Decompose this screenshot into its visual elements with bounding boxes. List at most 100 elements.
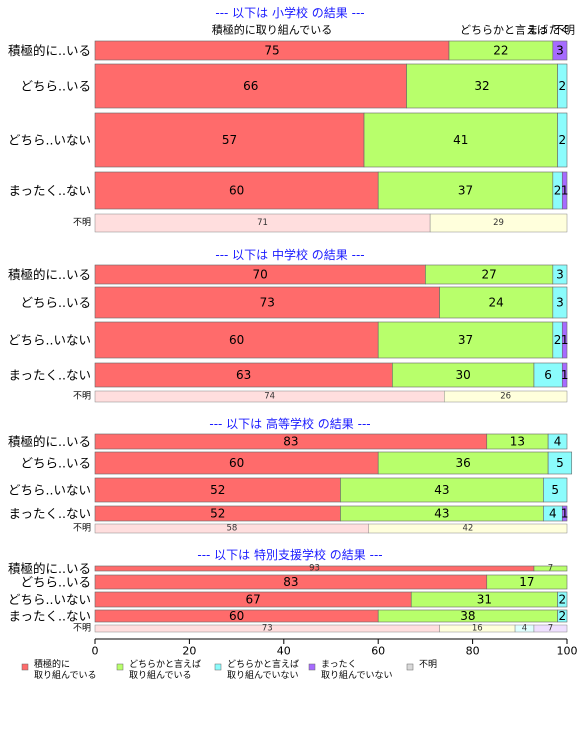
bar-segment (561, 321, 568, 359)
data-label: 43 (434, 483, 449, 497)
row-label: どちら..いる (21, 79, 91, 94)
row-label: 不明 (73, 523, 91, 534)
bar-segment (547, 433, 568, 450)
data-label: 5 (556, 456, 564, 470)
bar-row: 積極的に..いる 70 27 3 (8, 264, 568, 285)
bar-segment (94, 286, 440, 319)
data-label: 3 (556, 296, 564, 310)
bar-segment (94, 321, 379, 359)
data-label: 38 (460, 609, 475, 623)
row-label: どちら..いない (8, 592, 91, 607)
data-label: 93 (309, 564, 320, 574)
bar-segment (406, 63, 558, 109)
row-label: まったく..ない (9, 506, 91, 521)
data-label: 60 (229, 609, 244, 623)
unknown-row: 不明 73 16 4 7 (73, 623, 568, 634)
data-label: 60 (229, 184, 244, 198)
bar-segment (543, 477, 568, 503)
legend-label: 不明 (419, 659, 437, 670)
bar-segment (533, 565, 568, 572)
row-label: 積極的に..いる (8, 43, 91, 58)
legend-label: 取り組んでいない (227, 669, 299, 681)
data-label: 2 (554, 184, 562, 198)
data-label: 17 (519, 575, 534, 589)
bar-segment (368, 523, 568, 534)
legend-swatch (21, 663, 29, 671)
x-tick-label: 40 (277, 645, 291, 658)
bar-row: まったく..ない 52 43 4 1 (9, 505, 569, 522)
data-label: 83 (283, 435, 298, 449)
data-label: 36 (456, 456, 471, 470)
data-label: 27 (481, 268, 496, 282)
data-label: 26 (500, 392, 511, 402)
data-label: 3 (556, 44, 564, 58)
data-label: 63 (236, 368, 251, 382)
bar-segment (533, 362, 563, 388)
data-label: 5 (551, 483, 559, 497)
data-label: 66 (243, 79, 258, 93)
data-label: 37 (458, 184, 473, 198)
data-label: 1 (561, 368, 569, 382)
data-label: 7 (548, 564, 553, 574)
bar-row: どちら..いる 60 36 5 (21, 451, 573, 475)
data-label: 32 (474, 79, 489, 93)
bar-row: まったく..ない 63 30 6 1 (9, 362, 569, 388)
bar-row: どちら..いない 57 41 2 (8, 112, 568, 168)
data-label: 2 (558, 133, 566, 147)
bar-segment (486, 574, 568, 590)
data-label: 58 (226, 524, 237, 534)
panel-title: --- 以下は 特別支援学校 の結果 --- (197, 547, 382, 562)
legend-swatch (308, 663, 316, 671)
legend-label: まったく (321, 659, 357, 670)
data-label: 2 (554, 333, 562, 347)
bar-segment (444, 390, 568, 403)
panel-3: --- 以下は 高等学校 の結果 --- 積極的に..いる 83 13 4 どちら..いる… (8, 416, 573, 534)
legend-label: どちらかと言えば (129, 658, 201, 670)
bar-segment (340, 477, 544, 503)
unknown-row: 不明 71 29 (73, 213, 568, 233)
data-label: 24 (489, 296, 504, 310)
bar-segment (557, 591, 568, 608)
data-label: 16 (472, 624, 483, 634)
bar-row: どちら..いる 83 17 (21, 574, 568, 590)
data-label: 37 (458, 333, 473, 347)
data-label: 52 (210, 483, 225, 497)
unknown-row: 不明 74 26 (73, 390, 568, 403)
data-label: 83 (283, 575, 298, 589)
bar-row: どちら..いない 67 31 2 (8, 591, 568, 608)
x-tick-label: 80 (466, 645, 480, 658)
data-label: 30 (456, 368, 471, 382)
legend-label: 取り組んでいない (321, 669, 393, 681)
bar-row: まったく..ない 60 38 2 (9, 609, 568, 624)
bar-segment (561, 362, 568, 388)
data-label: 71 (257, 218, 268, 228)
data-label: 4 (522, 624, 527, 634)
bar-segment (557, 609, 568, 623)
data-label: 29 (493, 218, 504, 228)
data-label: 75 (264, 44, 279, 58)
x-tick-label: 60 (371, 645, 385, 658)
bar-row: 積極的に..いる 83 13 4 (8, 433, 568, 450)
data-label: 41 (453, 133, 468, 147)
data-label: 1 (561, 507, 569, 521)
data-label: 4 (549, 507, 557, 521)
data-label: 13 (510, 435, 525, 449)
row-label: 不明 (73, 391, 91, 402)
bar-row: どちら..いない 52 43 5 (8, 477, 568, 503)
data-label: 60 (229, 456, 244, 470)
x-tick-label: 100 (557, 645, 578, 658)
bar-segment (533, 624, 568, 633)
bar-segment (547, 451, 573, 475)
bar-segment (561, 505, 568, 522)
bar-row: どちら..いない 60 37 2 1 (8, 321, 568, 359)
data-label: 42 (462, 524, 473, 534)
data-label: 60 (229, 333, 244, 347)
row-label: 積極的に..いる (8, 267, 91, 282)
column-header: まったく (527, 24, 571, 37)
x-axis: 0 20 40 60 80 100 (92, 638, 578, 658)
column-header: 不明 (553, 24, 575, 37)
